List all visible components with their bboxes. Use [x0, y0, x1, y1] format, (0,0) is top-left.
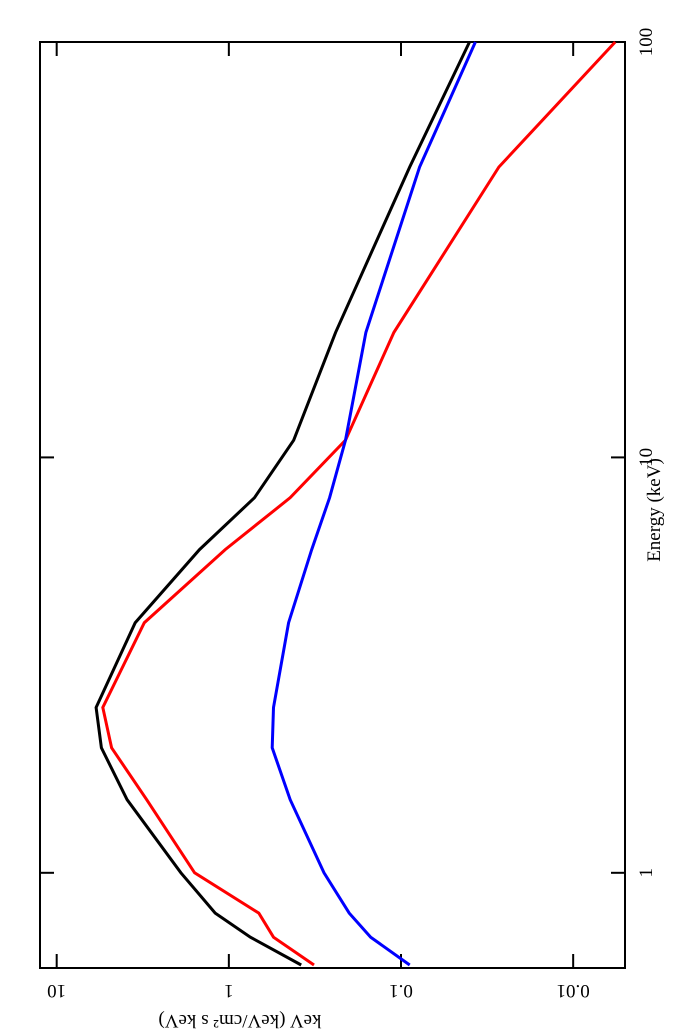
plot-frame	[39, 41, 626, 969]
x-tick-label: 1	[636, 868, 657, 878]
y-axis-title: keV (keV/cm² s keV)	[158, 1010, 321, 1031]
y-tick-label: 0.01	[557, 980, 590, 1001]
x-tick-label: 10	[636, 448, 657, 467]
y-tick-label: 0.1	[389, 980, 413, 1001]
y-tick-label: 1	[224, 980, 234, 1001]
x-tick-label: 100	[636, 28, 657, 57]
data-line	[94, 41, 471, 967]
x-axis-title: Energy (keV)	[644, 458, 665, 562]
data-line	[101, 40, 617, 967]
y-tick-label: 10	[47, 980, 66, 1001]
data-line	[270, 41, 477, 967]
